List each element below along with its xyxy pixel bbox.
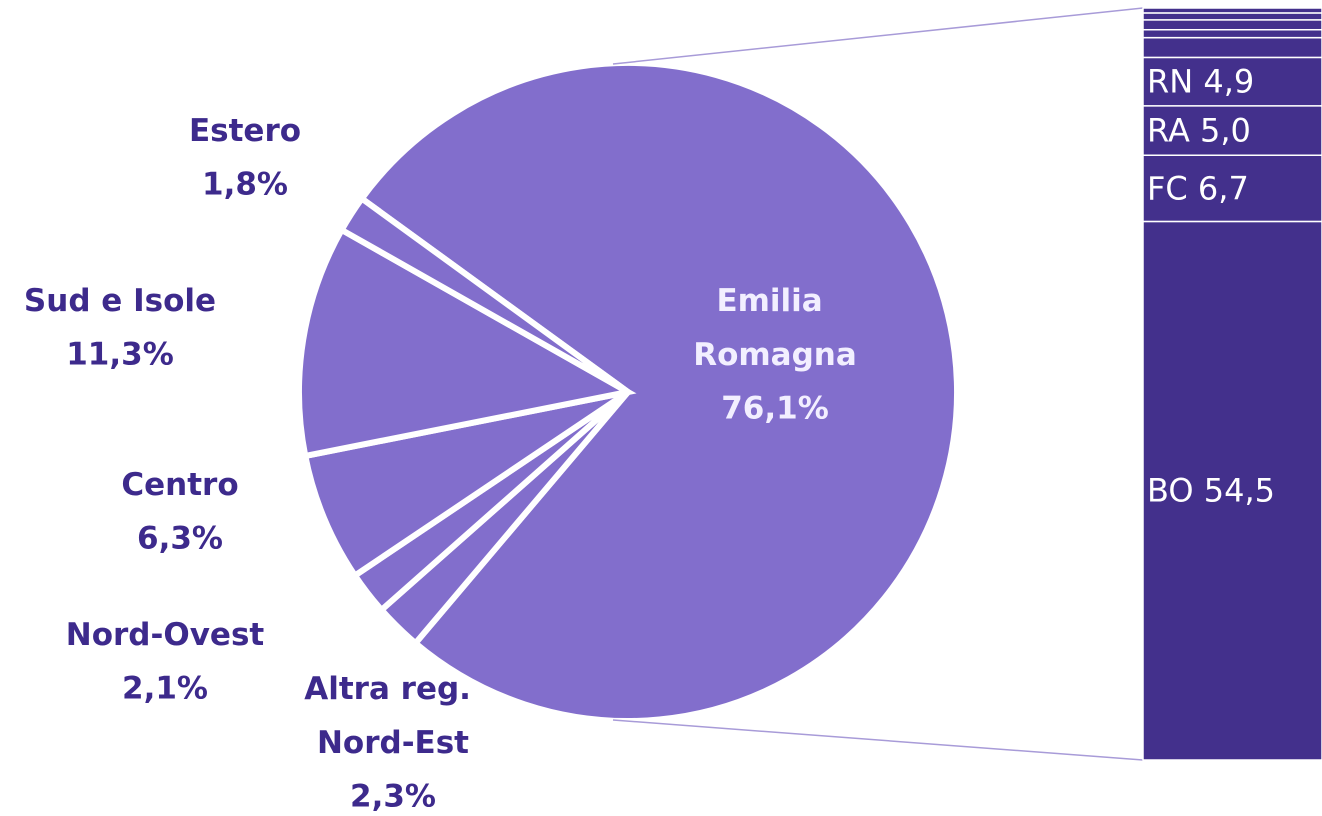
pie-category-label: Emilia Romagna — [693, 283, 857, 373]
pie-value-label: 1,8% — [202, 167, 288, 203]
bar-category: RA — [1147, 112, 1190, 150]
bar-value-label: 54,5 — [1204, 472, 1275, 510]
pie-value-label: 11,3% — [66, 337, 174, 373]
bar-category: FC — [1147, 169, 1188, 207]
pie-category-label: Estero — [189, 113, 301, 149]
pie-slice — [357, 60, 960, 724]
pie-value-label: 6,3% — [137, 521, 223, 557]
bar-label: RN 4,9 — [1147, 63, 1254, 101]
bar-segment — [1142, 7, 1322, 14]
connector — [612, 7, 1144, 65]
bar-segment — [1142, 12, 1322, 21]
bar-value-label: 6,7 — [1198, 169, 1249, 207]
pie-category-label: Nord-Ovest — [66, 617, 265, 653]
bar-value-label: 5,0 — [1200, 112, 1251, 150]
bar-segment — [1142, 19, 1322, 31]
bar-label: RA 5,0 — [1147, 112, 1251, 150]
bar-label: BO 54,5 — [1147, 472, 1275, 510]
pie-category-label: Altra reg. Nord-Est — [304, 671, 482, 761]
pie-category-label: Sud e Isole — [24, 283, 216, 319]
bar-value-label: 4,9 — [1203, 63, 1254, 101]
pie-value-label: 76,1% — [721, 391, 829, 427]
bar-category: BO — [1147, 472, 1194, 510]
pie-value-label: 2,1% — [122, 671, 208, 707]
pie-category-label: Centro — [121, 467, 238, 503]
bar-segment — [1142, 154, 1322, 223]
pie-value-label: 2,3% — [350, 779, 436, 815]
bar-label: FC 6,7 — [1147, 169, 1249, 207]
pie-slice — [337, 194, 630, 395]
bar-segment — [1142, 56, 1322, 107]
bar-segment — [1142, 220, 1322, 761]
connector — [612, 719, 1144, 761]
pie-slice — [296, 225, 637, 460]
bar-segment — [1142, 28, 1322, 39]
bar-category: RN — [1147, 63, 1193, 101]
bar-segment — [1142, 36, 1322, 59]
